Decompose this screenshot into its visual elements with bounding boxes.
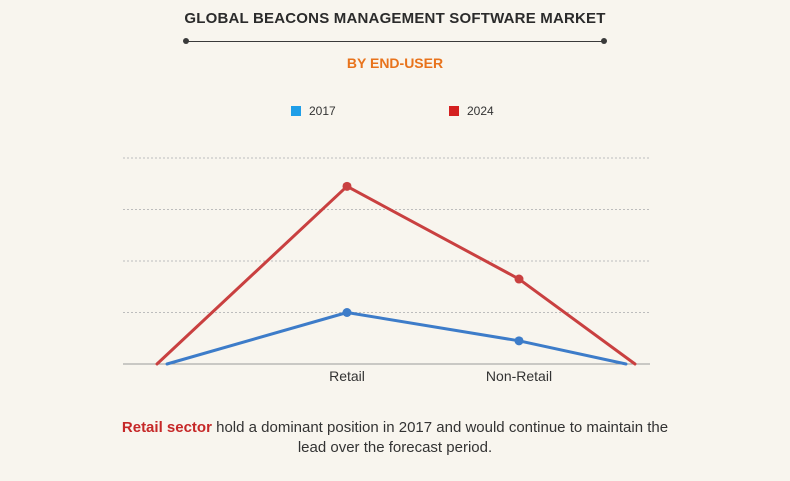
- series-line-2024: [155, 184, 637, 366]
- title-underline: [186, 41, 604, 42]
- chart-subtitle: BY END-USER: [346, 55, 444, 71]
- data-point-2024-retail: [342, 181, 352, 191]
- legend-swatch-2024: [449, 106, 459, 116]
- data-point-2017-non-retail: [514, 336, 524, 346]
- caption-text-line1: hold a dominant position in 2017 and wou…: [211, 419, 669, 436]
- legend-item-2024: 2024: [449, 104, 494, 118]
- x-tick-label-non-retail: Non-Retail: [486, 368, 552, 384]
- title-underline-left-dot: [183, 38, 189, 44]
- legend-label-2017: 2017: [309, 104, 336, 118]
- data-point-2024-non-retail: [514, 274, 524, 284]
- title-underline-right-dot: [601, 38, 607, 44]
- series-line-2017: [165, 311, 628, 366]
- chart-title: GLOBAL BEACONS MANAGEMENT SOFTWARE MARKE…: [184, 10, 606, 27]
- legend-item-2017: 2017: [291, 104, 336, 118]
- caption-text-line2: lead over the forecast period.: [297, 439, 493, 456]
- data-point-2017-retail: [342, 308, 352, 317]
- chart-caption: Retail sector hold a dominant position i…: [0, 418, 790, 458]
- legend-label-2024: 2024: [467, 104, 494, 118]
- legend-swatch-2017: [291, 106, 301, 116]
- x-tick-label-retail: Retail: [329, 368, 365, 384]
- caption-highlight: Retail sector: [121, 419, 212, 436]
